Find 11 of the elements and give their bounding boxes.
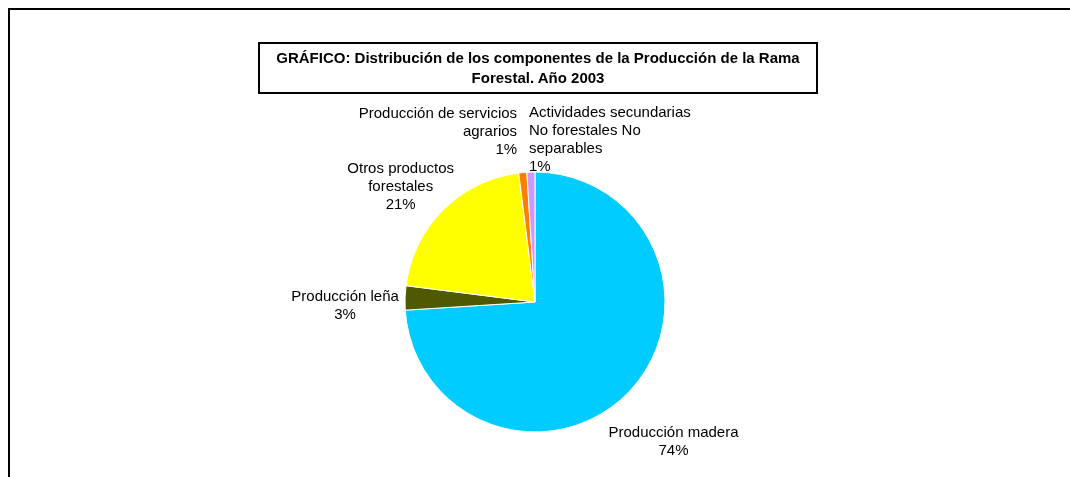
data-label: 1% xyxy=(529,157,551,175)
slice-label: Producción de servicios agrarios xyxy=(358,103,518,139)
slice-label: Actividades secundarias No forestales No separables xyxy=(529,103,691,157)
data-label: 74% xyxy=(658,441,689,459)
slice-label: Otros productos forestales xyxy=(347,158,455,194)
slice-label: Producción madera xyxy=(608,423,740,441)
slice-label: Producción leña xyxy=(291,287,400,305)
data-label: 1% xyxy=(495,139,518,157)
data-label: 3% xyxy=(334,305,356,323)
chart-title: GRÁFICO: Distribución de los componentes de la Producción de la Rama Forestal. Año 2003 xyxy=(258,42,818,94)
data-label: 21% xyxy=(385,194,416,212)
